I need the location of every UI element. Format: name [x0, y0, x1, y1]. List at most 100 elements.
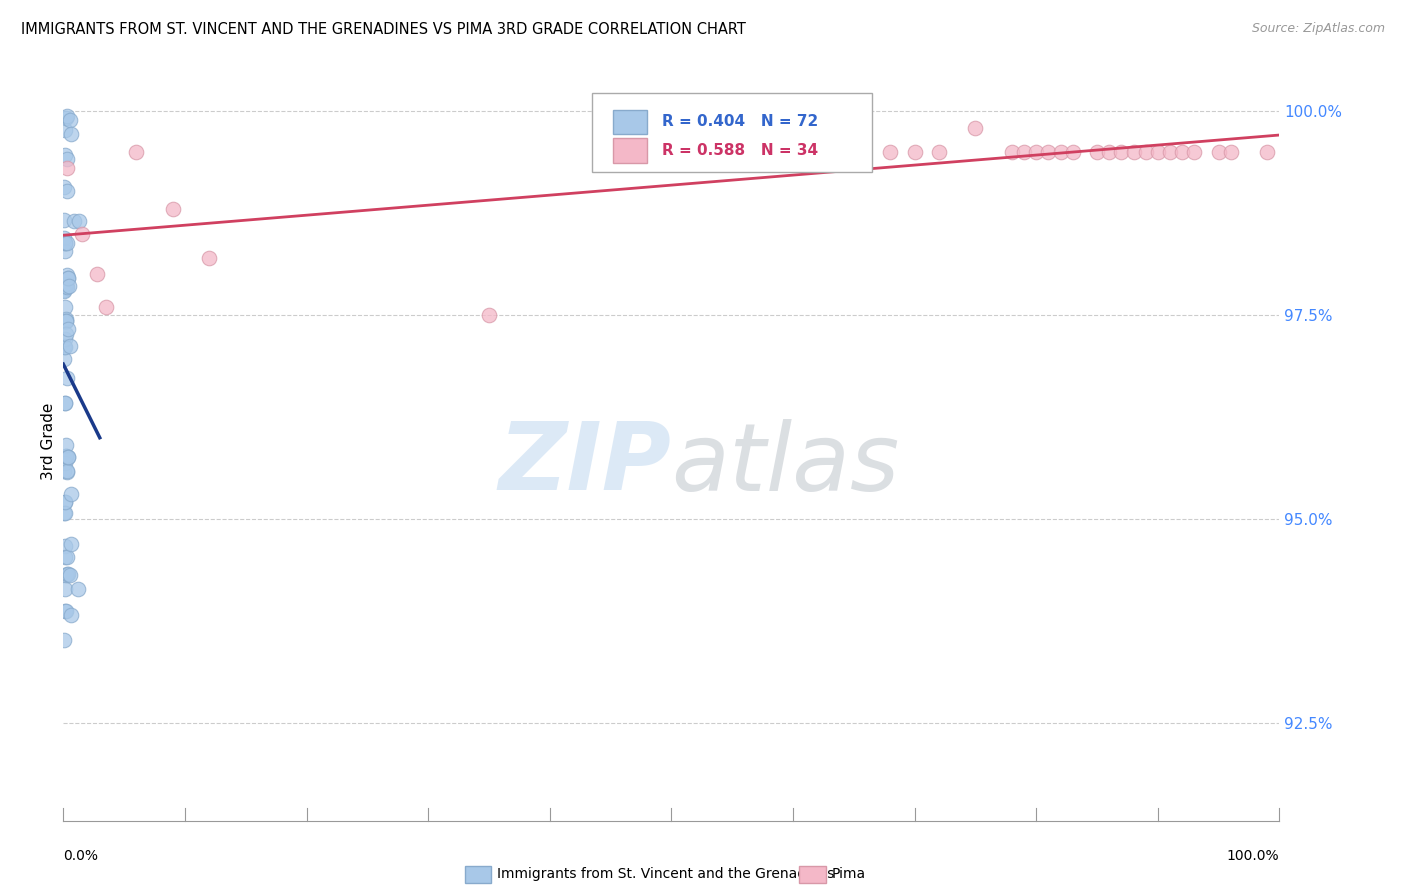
Text: 100.0%: 100.0%: [1227, 849, 1279, 863]
Point: [1062, 145, 1084, 160]
Point: [59, 567, 82, 582]
Point: [1256, 145, 1278, 160]
Point: [56, 270, 79, 285]
Text: Immigrants from St. Vincent and the Grenadines: Immigrants from St. Vincent and the Gren…: [498, 867, 835, 880]
Point: [904, 145, 927, 160]
Point: [55, 279, 77, 293]
Point: [56, 371, 79, 385]
Point: [1122, 145, 1144, 160]
Point: [806, 145, 828, 160]
Point: [1012, 145, 1035, 160]
Point: [60, 487, 83, 501]
Text: Source: ZipAtlas.com: Source: ZipAtlas.com: [1251, 22, 1385, 36]
Point: [1098, 145, 1121, 160]
Point: [55, 465, 77, 479]
FancyBboxPatch shape: [592, 93, 872, 172]
Point: [62, 214, 84, 228]
Point: [55, 111, 77, 125]
Point: [53, 213, 76, 227]
Point: [53, 539, 76, 553]
Point: [125, 145, 148, 160]
Text: atlas: atlas: [672, 418, 900, 510]
Point: [53, 582, 76, 596]
Point: [70, 227, 93, 241]
Point: [53, 236, 76, 251]
Point: [53, 550, 76, 565]
Point: [55, 109, 77, 123]
Point: [66, 582, 89, 596]
Point: [1182, 145, 1205, 160]
Point: [53, 396, 76, 410]
Point: [56, 322, 79, 336]
Point: [53, 340, 76, 354]
Point: [55, 449, 77, 463]
Point: [52, 340, 75, 354]
Point: [53, 494, 76, 508]
Point: [55, 312, 77, 326]
Text: 0.0%: 0.0%: [63, 849, 98, 863]
Point: [55, 313, 77, 327]
Point: [162, 202, 184, 217]
Point: [55, 604, 77, 618]
Point: [928, 145, 950, 160]
FancyBboxPatch shape: [613, 110, 647, 134]
Point: [721, 120, 744, 135]
Point: [1219, 145, 1241, 160]
Point: [56, 161, 79, 176]
Point: [55, 280, 77, 294]
Text: R = 0.588   N = 34: R = 0.588 N = 34: [662, 143, 818, 158]
Point: [56, 184, 79, 198]
Point: [198, 251, 221, 265]
Point: [53, 456, 76, 470]
Point: [56, 268, 79, 282]
Point: [59, 127, 82, 141]
Point: [53, 494, 76, 508]
Point: [56, 566, 79, 581]
Point: [56, 152, 79, 166]
Point: [53, 314, 76, 328]
Point: [52, 464, 75, 478]
Point: [53, 148, 76, 162]
Point: [1038, 145, 1060, 160]
Point: [53, 283, 76, 297]
Text: R = 0.404   N = 72: R = 0.404 N = 72: [662, 114, 818, 129]
Point: [52, 506, 75, 520]
Point: [478, 308, 501, 322]
Point: [965, 120, 987, 135]
Point: [86, 268, 108, 282]
Point: [59, 339, 82, 353]
Point: [53, 244, 76, 259]
Point: [56, 450, 79, 465]
Point: [56, 464, 79, 478]
Point: [52, 314, 75, 328]
Point: [53, 332, 76, 346]
Point: [53, 633, 76, 648]
Text: IMMIGRANTS FROM ST. VINCENT AND THE GRENADINES VS PIMA 3RD GRADE CORRELATION CHA: IMMIGRANTS FROM ST. VINCENT AND THE GREN…: [21, 22, 747, 37]
Point: [1025, 145, 1047, 160]
FancyBboxPatch shape: [799, 866, 825, 883]
Point: [53, 604, 76, 618]
Point: [56, 450, 79, 465]
Point: [52, 231, 75, 245]
Point: [1111, 145, 1133, 160]
Point: [53, 180, 76, 194]
Point: [60, 537, 83, 551]
FancyBboxPatch shape: [464, 866, 491, 883]
Point: [58, 279, 80, 293]
Point: [1085, 145, 1108, 160]
Point: [1001, 145, 1024, 160]
Point: [55, 438, 77, 452]
Point: [53, 506, 76, 520]
Point: [94, 300, 117, 314]
Point: [1049, 145, 1071, 160]
Point: [55, 277, 77, 291]
Point: [55, 313, 77, 327]
Point: [53, 396, 76, 410]
Point: [59, 112, 82, 127]
Point: [53, 285, 76, 299]
Point: [1171, 145, 1194, 160]
Text: ZIP: ZIP: [499, 418, 672, 510]
Point: [53, 300, 76, 314]
Y-axis label: 3rd Grade: 3rd Grade: [41, 403, 56, 480]
Point: [1135, 145, 1157, 160]
